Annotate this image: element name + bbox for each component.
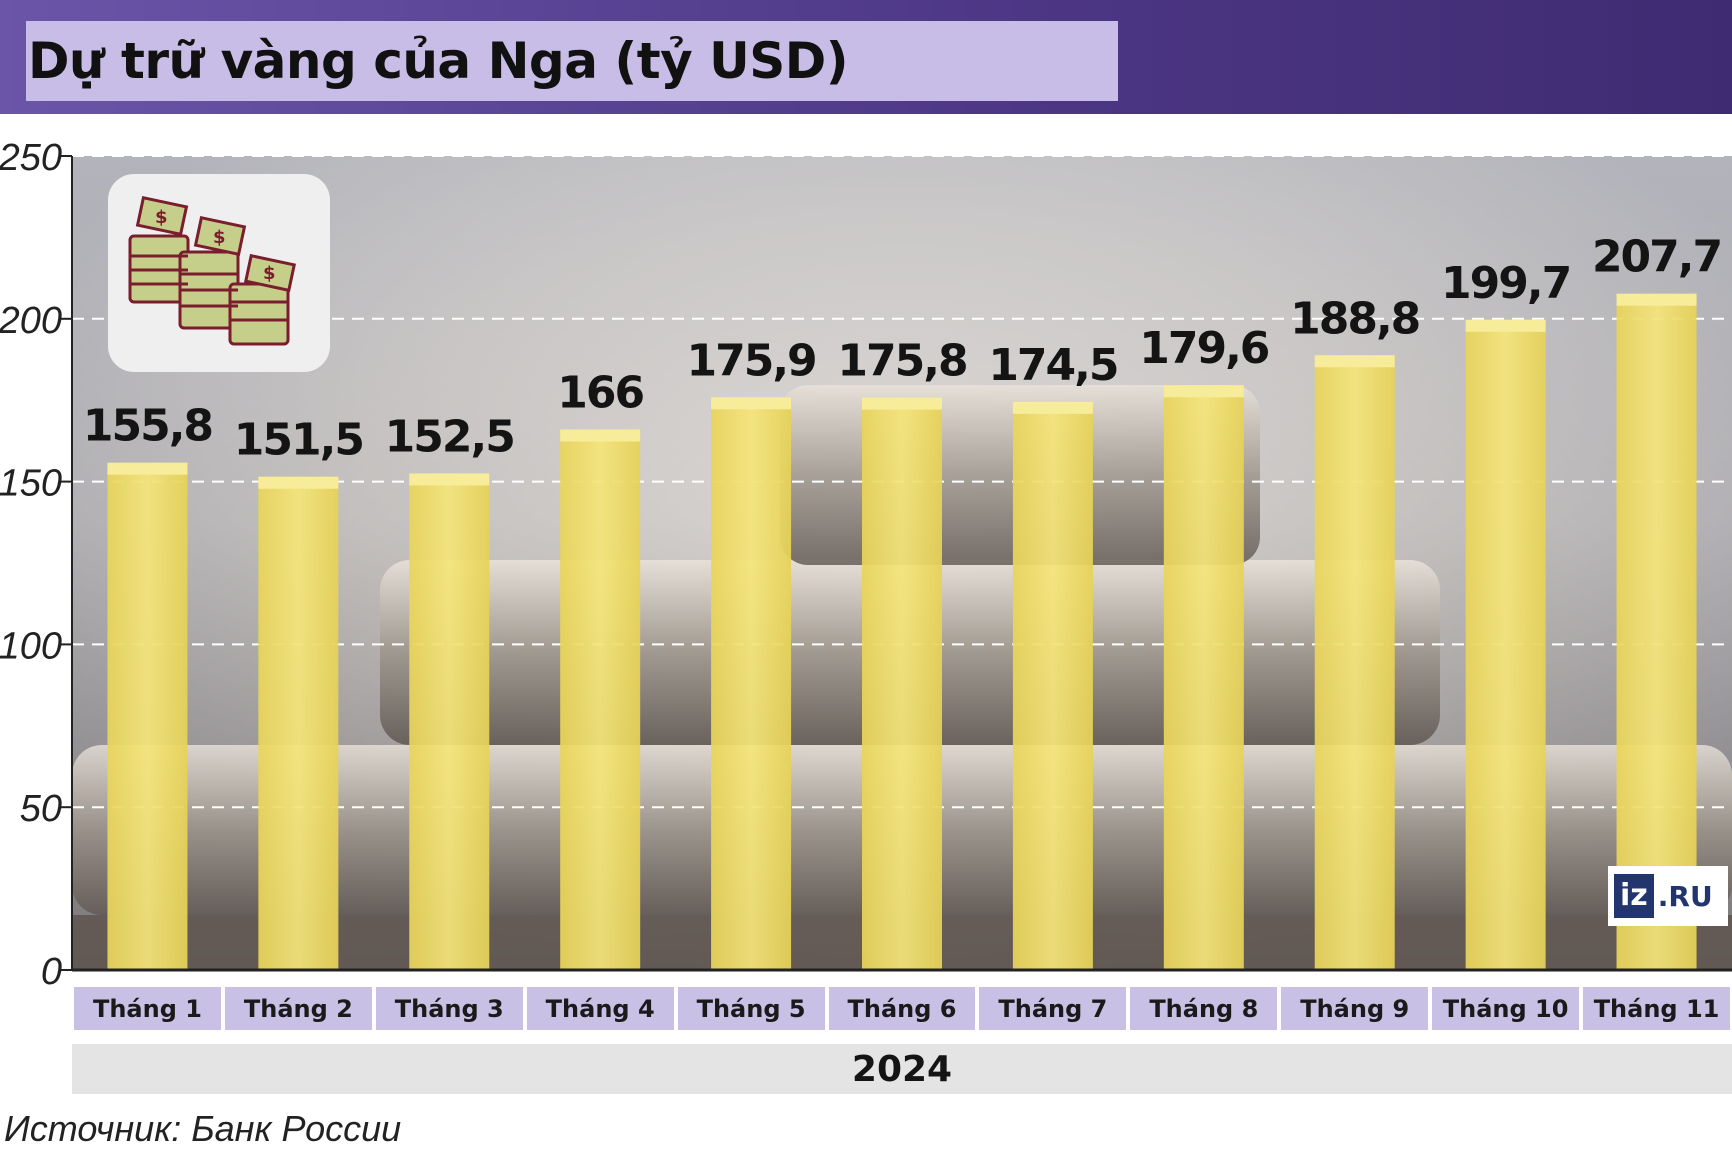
bar xyxy=(1616,293,1697,971)
bar-cap xyxy=(711,397,792,410)
svg-text:$: $ xyxy=(263,263,276,284)
bar-cap xyxy=(1163,385,1244,398)
logo-suffix: .RU xyxy=(1657,879,1713,913)
svg-text:$: $ xyxy=(213,227,226,248)
category-label: Tháng 8 xyxy=(1128,985,1280,1032)
y-tick-label: 100 xyxy=(0,625,62,667)
bar-value-label: 199,7 xyxy=(1441,258,1570,309)
bar-value-label: 151,5 xyxy=(234,415,363,466)
chart-title: Dự trữ vàng của Nga (tỷ USD) xyxy=(28,32,849,90)
bar xyxy=(409,473,490,970)
bar xyxy=(560,429,641,970)
y-tick-label: 200 xyxy=(0,300,62,342)
bar-cap xyxy=(1012,401,1093,414)
svg-text:$: $ xyxy=(155,207,168,228)
category-label: Tháng 10 xyxy=(1430,985,1582,1032)
bar-cap xyxy=(1616,293,1697,306)
bar-cap xyxy=(1314,355,1395,368)
money-stacks-icon: $ $ $ xyxy=(128,195,297,346)
y-tick-label: 0 xyxy=(41,951,62,993)
bar xyxy=(258,476,339,970)
category-label: Tháng 7 xyxy=(977,985,1129,1032)
y-axis: 0 50 100 150 200 250 xyxy=(0,137,1732,993)
iz-ru-logo: iz .RU xyxy=(1608,866,1728,926)
category-label: Tháng 1 xyxy=(72,985,223,1032)
bar-value-label: 155,8 xyxy=(83,401,212,452)
bar-cap xyxy=(1465,319,1546,332)
bar-cap xyxy=(107,462,188,475)
bar xyxy=(862,397,942,970)
source-note: Источник: Банк России xyxy=(4,1108,402,1149)
bar xyxy=(1314,355,1395,970)
bar-cap xyxy=(258,476,339,489)
bars xyxy=(107,293,1697,971)
bar xyxy=(1163,385,1244,970)
bar xyxy=(107,462,188,970)
bar-value-label: 152,5 xyxy=(385,411,514,462)
value-labels: 155,8 151,5 152,5 166 175,9 175,8 174,5 179,6 18… xyxy=(83,232,1723,466)
category-label: Tháng 4 xyxy=(524,985,676,1032)
bar-value-label: 166 xyxy=(557,368,643,419)
bar-value-label: 179,6 xyxy=(1139,323,1269,374)
title-box: Dự trữ vàng của Nga (tỷ USD) xyxy=(26,21,1118,101)
category-label: Tháng 3 xyxy=(373,985,525,1032)
bar xyxy=(1465,319,1546,970)
category-label: Tháng 5 xyxy=(675,985,827,1032)
bar-value-label: 174,5 xyxy=(988,340,1117,391)
bar xyxy=(1012,401,1093,970)
year-label: 2024 xyxy=(851,1048,953,1090)
category-label: Tháng 11 xyxy=(1581,985,1732,1032)
money-card: $ $ $ xyxy=(108,174,330,372)
category-label: Tháng 6 xyxy=(826,985,978,1032)
category-label: Tháng 2 xyxy=(222,985,374,1032)
bar-cap xyxy=(560,429,641,442)
bar-value-label: 175,9 xyxy=(686,335,815,386)
bar-cap xyxy=(862,397,942,410)
y-tick-label: 150 xyxy=(0,463,62,505)
logo-prefix: iz xyxy=(1614,874,1654,918)
bar xyxy=(711,397,792,970)
bar-value-label: 175,8 xyxy=(837,336,966,387)
bar-value-label: 188,8 xyxy=(1290,293,1419,344)
bar-cap xyxy=(409,473,490,486)
y-tick-label: 250 xyxy=(0,137,62,179)
year-band: 2024 xyxy=(72,1044,1732,1094)
bar-value-label: 207,7 xyxy=(1592,232,1721,283)
y-tick-label: 50 xyxy=(20,788,62,830)
category-label: Tháng 9 xyxy=(1279,985,1431,1032)
